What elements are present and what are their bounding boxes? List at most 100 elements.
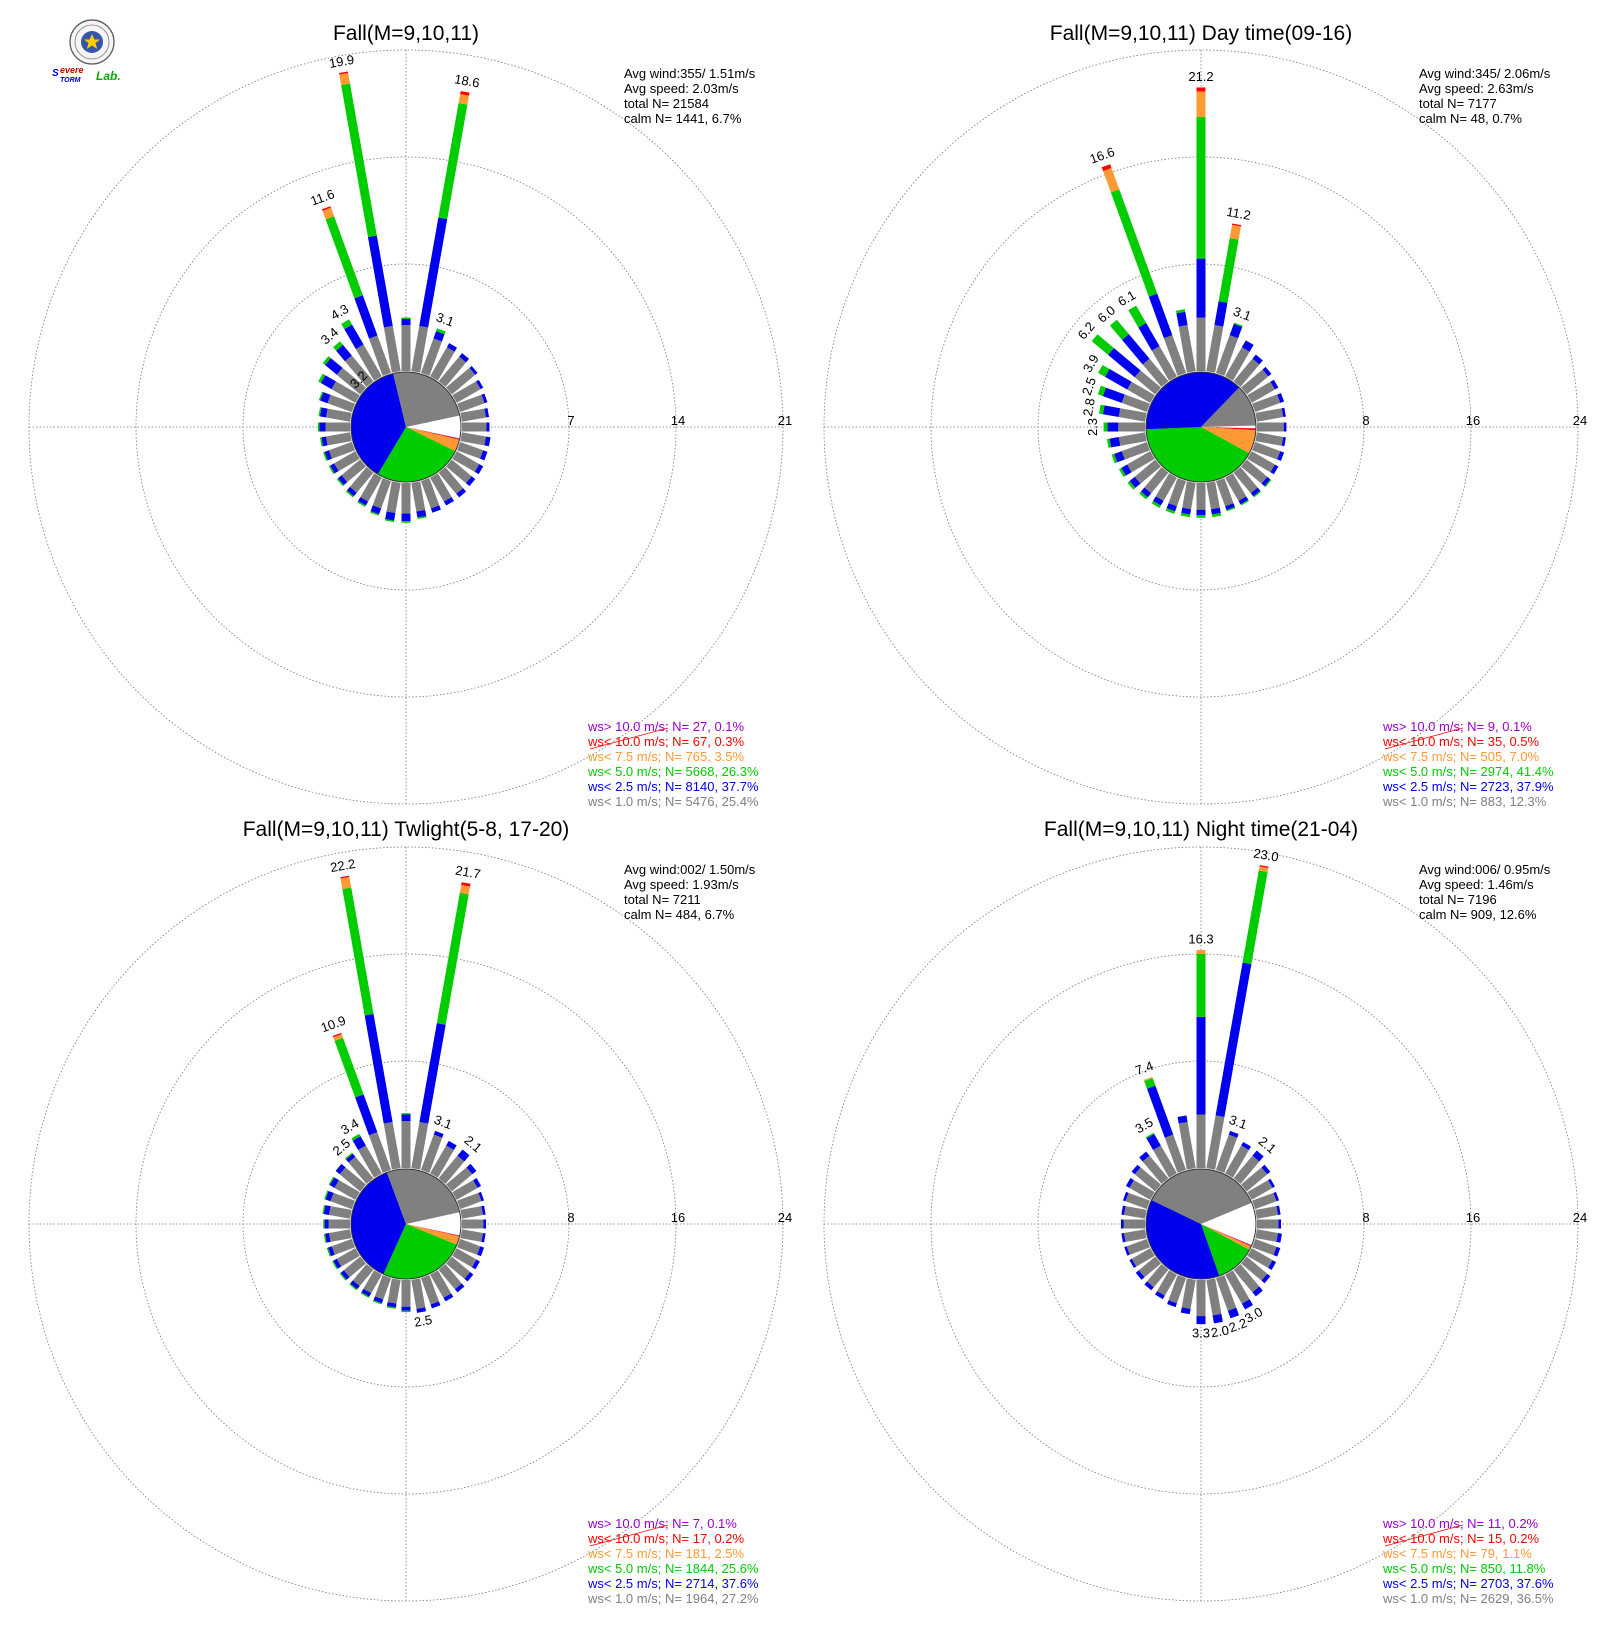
petal-segment-170-lt1	[1206, 481, 1220, 510]
petal-segment-10-lt10	[460, 91, 470, 96]
petal-segment-340-lt5	[1110, 189, 1158, 297]
bar-value-label: 16.3	[1188, 931, 1213, 946]
legend-strike	[1384, 727, 1464, 750]
petal-segment-100-lt1	[1255, 1229, 1279, 1242]
petal-segment-220-lt2_5	[350, 1280, 360, 1290]
panel-title: Fall(M=9,10,11)	[333, 22, 479, 45]
ring-label: 14	[671, 413, 685, 428]
stats-line: calm N= 48, 0.7%	[1419, 111, 1522, 126]
legend-strike	[589, 1524, 669, 1547]
petal-segment-70-lt2_5	[481, 393, 488, 404]
petal-segment-190-lt1	[1181, 1278, 1196, 1309]
petal-segment-330-lt1	[1151, 346, 1177, 381]
petal-segment-30-lt2_5	[446, 1140, 457, 1150]
petal-segment-300-lt1	[1127, 381, 1155, 403]
petal-segment-170-lt2_5	[416, 509, 427, 518]
petal-segment-140-lt1	[1233, 467, 1258, 494]
petal-segment-60-lt2_5	[476, 379, 484, 390]
petal-segment-190-lt2_5	[1181, 507, 1192, 515]
bar-value-label: 3.1	[432, 1112, 454, 1132]
petal-segment-10-lt2_5	[1215, 962, 1252, 1117]
stats-line: Avg wind:006/ 0.95m/s	[1419, 862, 1551, 877]
petal-segment-160-lt1	[1215, 1275, 1237, 1311]
legend-entry-lt10: ws< 10.0 m/s; N= 17, 0.2%	[587, 1531, 745, 1546]
petal-segment-240-lt2_5	[330, 463, 339, 474]
petal-segment-120-lt2_5	[474, 464, 484, 475]
petal-segment-350-lt2_5	[364, 1013, 393, 1124]
ring-label: 24	[1573, 1210, 1587, 1225]
pie-slice-lt2_5	[1146, 1199, 1220, 1279]
petal-segment-60-lt1	[1247, 1180, 1273, 1200]
pie-slice-lt5	[377, 427, 456, 482]
petal-segment-60-lt1	[1247, 381, 1275, 403]
legend-entry-lt10: ws< 10.0 m/s; N= 67, 0.3%	[587, 734, 745, 749]
petal-segment-250-lt5	[1111, 453, 1118, 464]
petal-segment-310-lt2_5	[1108, 348, 1141, 378]
ring-label: 16	[1466, 413, 1480, 428]
petal-segment-140-lt5	[1253, 490, 1262, 498]
pie-slice-calm	[1201, 425, 1256, 429]
petal-segment-330-lt5	[351, 1133, 361, 1141]
petal-segment-140-lt1	[438, 467, 464, 494]
petal-segment-210-lt1	[1155, 473, 1177, 501]
bar-value-label: 11.2	[1225, 204, 1252, 223]
petal-segment-350-lt2_5	[1177, 1115, 1188, 1124]
petal-segment-330-lt2_5	[1138, 322, 1160, 351]
ring-label: 24	[778, 1210, 792, 1225]
petal-segment-200-lt5	[1165, 508, 1176, 514]
stats-line: calm N= 909, 12.6%	[1419, 907, 1537, 922]
petal-segment-50-lt2_5	[1262, 366, 1272, 377]
stats-line: Avg speed: 2.63m/s	[1419, 81, 1534, 96]
petal-segment-70-lt1	[1252, 1192, 1277, 1210]
petal-segment-330-lt2_5	[352, 1136, 366, 1150]
pie-slice-calm	[1201, 1202, 1256, 1246]
petal-segment-210-lt5	[1151, 501, 1161, 508]
petal-segment-20-lt1	[420, 338, 442, 376]
petal-segment-210-lt2_5	[358, 497, 369, 506]
petal-segment-140-lt2_5	[1252, 1286, 1263, 1297]
petal-segment-260-lt2_5	[321, 436, 328, 447]
stats-line: total N= 21584	[624, 96, 709, 111]
ring-label: 8	[567, 1210, 574, 1225]
petal-segment-310-lt1	[339, 1167, 366, 1192]
petal-segment-210-lt1	[363, 1270, 382, 1294]
stats-line: calm N= 484, 6.7%	[624, 907, 735, 922]
petal-segment-300-lt2_5	[1105, 369, 1132, 390]
petal-segment-320-lt2_5	[1122, 334, 1150, 365]
petal-segment-170-lt2_5	[1210, 507, 1221, 515]
petal-segment-100-lt1	[460, 1229, 484, 1242]
petal-segment-50-lt1	[1241, 369, 1269, 395]
petal-segment-280-lt2_5	[319, 407, 328, 418]
petal-segment-160-lt1	[420, 478, 440, 509]
bar-value-label: 3.1	[1231, 304, 1253, 324]
petal-segment-290-lt2_5	[1122, 1191, 1129, 1202]
petal-segment-30-lt1	[1225, 1145, 1249, 1178]
bar-value-label: 3.9	[1080, 352, 1102, 375]
ring-label: 7	[567, 413, 574, 428]
petal-segment-220-lt2_5	[346, 486, 357, 497]
petal-segment-130-lt1	[446, 459, 472, 484]
legend-entry-gt10: ws> 10.0 m/s; N= 27, 0.1%	[587, 719, 745, 734]
petal-segment-70-lt1	[1252, 394, 1281, 413]
pie-slice-lt5	[1201, 1224, 1250, 1276]
pie-outline	[1145, 1168, 1257, 1280]
petal-segment-10-lt2_5	[1214, 301, 1228, 327]
stats-line: Avg speed: 1.93m/s	[624, 877, 739, 892]
petal-segment-330-lt2_5	[344, 324, 364, 349]
petal-segment-80-lt1	[460, 1206, 484, 1219]
petal-segment-220-lt1	[1146, 1264, 1169, 1288]
pie-slice-lt10	[1201, 427, 1256, 431]
petal-segment-320-lt5	[1109, 319, 1129, 340]
petal-segment-280-lt1	[325, 408, 352, 422]
petal-segment-350-lt1	[1178, 324, 1196, 373]
petal-segment-240-lt1	[336, 1248, 360, 1267]
petal-segment-280-lt1	[1118, 408, 1147, 422]
pie-slice-lt10	[1201, 1224, 1252, 1247]
petal-segment-10-lt5	[1242, 870, 1268, 965]
stats-line: Avg wind:345/ 2.06m/s	[1419, 66, 1551, 81]
petal-segment-290-lt1	[327, 394, 355, 413]
grid-ring	[135, 156, 677, 698]
legend-entry-lt1: ws< 1.0 m/s; N= 5476, 25.4%	[587, 794, 759, 809]
bar-value-label: 2.0	[1210, 1322, 1230, 1340]
